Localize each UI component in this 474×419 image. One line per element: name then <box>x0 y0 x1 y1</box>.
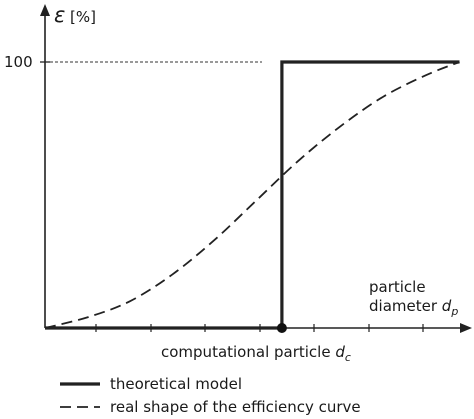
legend-label-theoretical-model: theoretical model <box>110 375 242 393</box>
legend-label-real-shape: real shape of the efficiency curve <box>110 398 361 416</box>
x-axis-label-line2: diameter dp <box>369 297 458 318</box>
x-axis-label-word: diameter <box>369 297 438 315</box>
x-axis-label-line1: particle <box>369 278 426 296</box>
series-theoretical-model-line <box>45 60 460 330</box>
y-axis-symbol: ε <box>54 3 65 27</box>
y-tick-label-100: 100 <box>4 53 33 71</box>
computational-particle-marker <box>276 323 287 333</box>
x-axis-arrow-icon <box>460 323 472 333</box>
y-axis-unit: [%] <box>70 8 96 26</box>
x-axis-label-sub: p <box>450 305 458 318</box>
computational-particle-text: computational particle <box>161 343 331 361</box>
x-axis-label-var: d <box>442 297 452 315</box>
computational-particle-var: d <box>335 343 345 361</box>
computational-particle-sub: c <box>345 351 351 364</box>
legend: theoretical model real shape of the effi… <box>60 375 361 416</box>
series-real-shape-line <box>44 61 460 329</box>
computational-particle-label: computational particle dc <box>161 343 351 364</box>
y-axis-arrow-icon <box>40 4 50 16</box>
